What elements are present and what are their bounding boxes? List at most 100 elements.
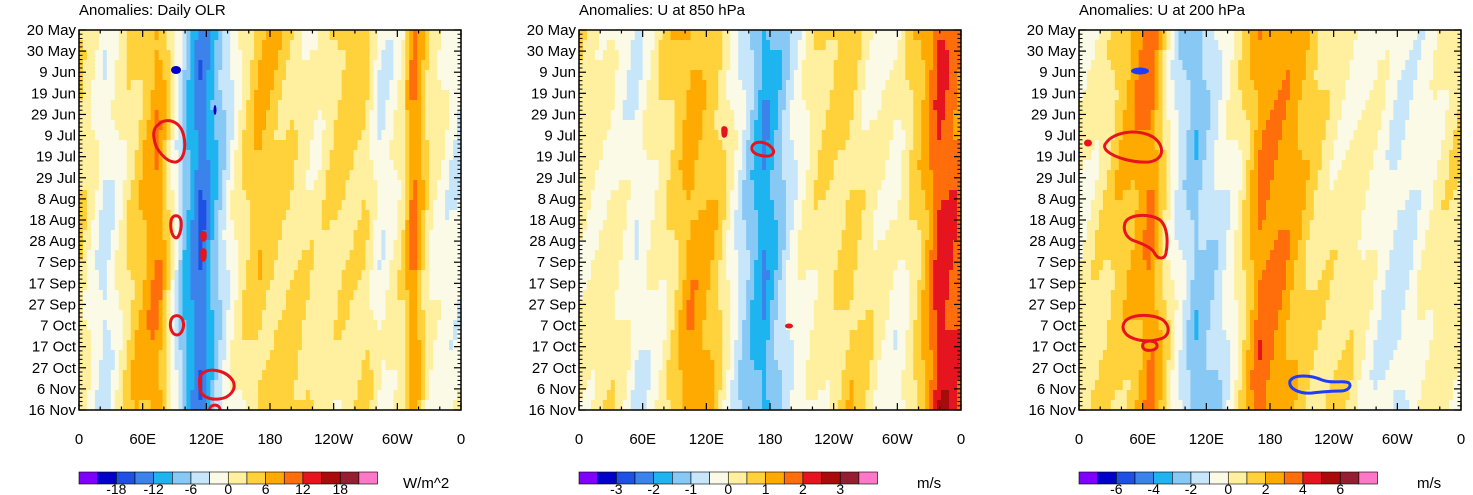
heatmap-cell	[413, 130, 418, 141]
heatmap-cell	[138, 110, 144, 121]
heatmap-cell	[445, 210, 450, 221]
heatmap-cell	[361, 30, 367, 41]
heatmap-cell	[813, 70, 819, 81]
heatmap-cell	[146, 80, 152, 91]
y-tick-label: 20 May	[27, 22, 77, 39]
heatmap-cell	[449, 350, 454, 361]
heatmap-cell	[357, 360, 363, 371]
heatmap-cell	[345, 350, 351, 361]
heatmap-cell	[210, 240, 215, 251]
heatmap-cell	[385, 270, 390, 281]
heatmap-cell	[325, 190, 331, 201]
heatmap-cell	[86, 40, 92, 51]
heatmap-cell	[789, 130, 795, 141]
heatmap-cell	[341, 40, 347, 51]
heatmap-cell	[702, 100, 707, 111]
heatmap-cell	[453, 60, 458, 71]
heatmap-cell	[582, 70, 588, 81]
heatmap-cell	[273, 400, 279, 410]
heatmap-cell	[293, 360, 299, 371]
heatmap-cell	[754, 70, 759, 81]
heatmap-cell	[102, 170, 108, 181]
heatmap-cell	[94, 200, 100, 211]
heatmap-cell	[401, 170, 406, 181]
heatmap-cell	[385, 30, 390, 41]
heatmap-cell	[297, 270, 303, 281]
heatmap-cell	[158, 30, 164, 41]
heatmap-cell	[130, 170, 136, 181]
heatmap-cell	[281, 280, 287, 291]
heatmap-cell	[174, 350, 180, 361]
heatmap-cell	[222, 160, 227, 171]
heatmap-cell	[313, 100, 319, 111]
heatmap-cell	[793, 40, 799, 51]
heatmap-cell	[437, 360, 442, 371]
heatmap-cell	[405, 390, 410, 401]
heatmap-cell	[301, 280, 307, 291]
heatmap-cell	[357, 100, 363, 111]
heatmap-cell	[441, 130, 446, 141]
heatmap-cell	[449, 320, 454, 331]
heatmap-cell	[405, 300, 410, 311]
heatmap-cell	[889, 110, 894, 121]
heatmap-cell	[86, 100, 92, 111]
heatmap-cell	[293, 200, 299, 211]
heatmap-cell	[913, 110, 918, 121]
heatmap-cell	[662, 70, 668, 81]
heatmap-cell	[821, 100, 827, 111]
heatmap-cell	[106, 380, 112, 391]
heatmap-cell	[437, 190, 442, 201]
heatmap-cell	[154, 150, 160, 161]
heatmap-cell	[126, 90, 132, 101]
heatmap-cell	[222, 100, 227, 111]
heatmap-cell	[722, 110, 727, 121]
y-tick-label: 18 Aug	[29, 212, 76, 229]
heatmap-cell	[325, 100, 331, 111]
heatmap-cell	[313, 220, 319, 231]
heatmap-cell	[238, 190, 243, 201]
heatmap-cell	[122, 370, 128, 381]
heatmap-cell	[718, 50, 723, 61]
heatmap-cell	[849, 80, 855, 91]
heatmap-cell	[281, 180, 287, 191]
heatmap-cell	[313, 300, 319, 311]
heatmap-cell	[90, 320, 96, 331]
heatmap-cell	[457, 390, 461, 401]
heatmap-cell	[250, 230, 255, 241]
heatmap-cell	[341, 180, 347, 191]
heatmap-cell	[397, 250, 402, 261]
heatmap-cell	[638, 90, 644, 101]
heatmap-cell	[126, 140, 132, 151]
heatmap-cell	[313, 360, 319, 371]
heatmap-cell	[425, 220, 430, 231]
heatmap-cell	[385, 40, 390, 51]
heatmap-cell	[250, 50, 255, 61]
heatmap-cell	[929, 40, 934, 51]
heatmap-cell	[150, 360, 156, 371]
heatmap-cell	[357, 230, 363, 241]
heatmap-cell	[102, 400, 108, 410]
heatmap-cell	[702, 70, 707, 81]
heatmap-cell	[218, 240, 223, 251]
heatmap-cell	[433, 310, 438, 321]
heatmap-cell	[277, 30, 283, 41]
heatmap-cell	[417, 160, 422, 171]
heatmap-cell	[170, 170, 176, 181]
heatmap-cell	[333, 130, 339, 141]
heatmap-cell	[441, 250, 446, 261]
heatmap-cell	[277, 290, 283, 301]
heatmap-cell	[385, 400, 390, 410]
heatmap-cell	[158, 70, 164, 81]
heatmap-cell	[397, 150, 402, 161]
heatmap-cell	[329, 30, 335, 41]
heatmap-cell	[202, 70, 207, 81]
heatmap-cell	[210, 320, 215, 331]
heatmap-cell	[210, 300, 215, 311]
heatmap-cell	[929, 90, 934, 101]
heatmap-cell	[777, 30, 783, 41]
heatmap-cell	[905, 30, 910, 41]
heatmap-cell	[262, 130, 267, 141]
heatmap-cell	[453, 90, 458, 101]
heatmap-cell	[150, 180, 156, 191]
heatmap-cell	[441, 80, 446, 91]
